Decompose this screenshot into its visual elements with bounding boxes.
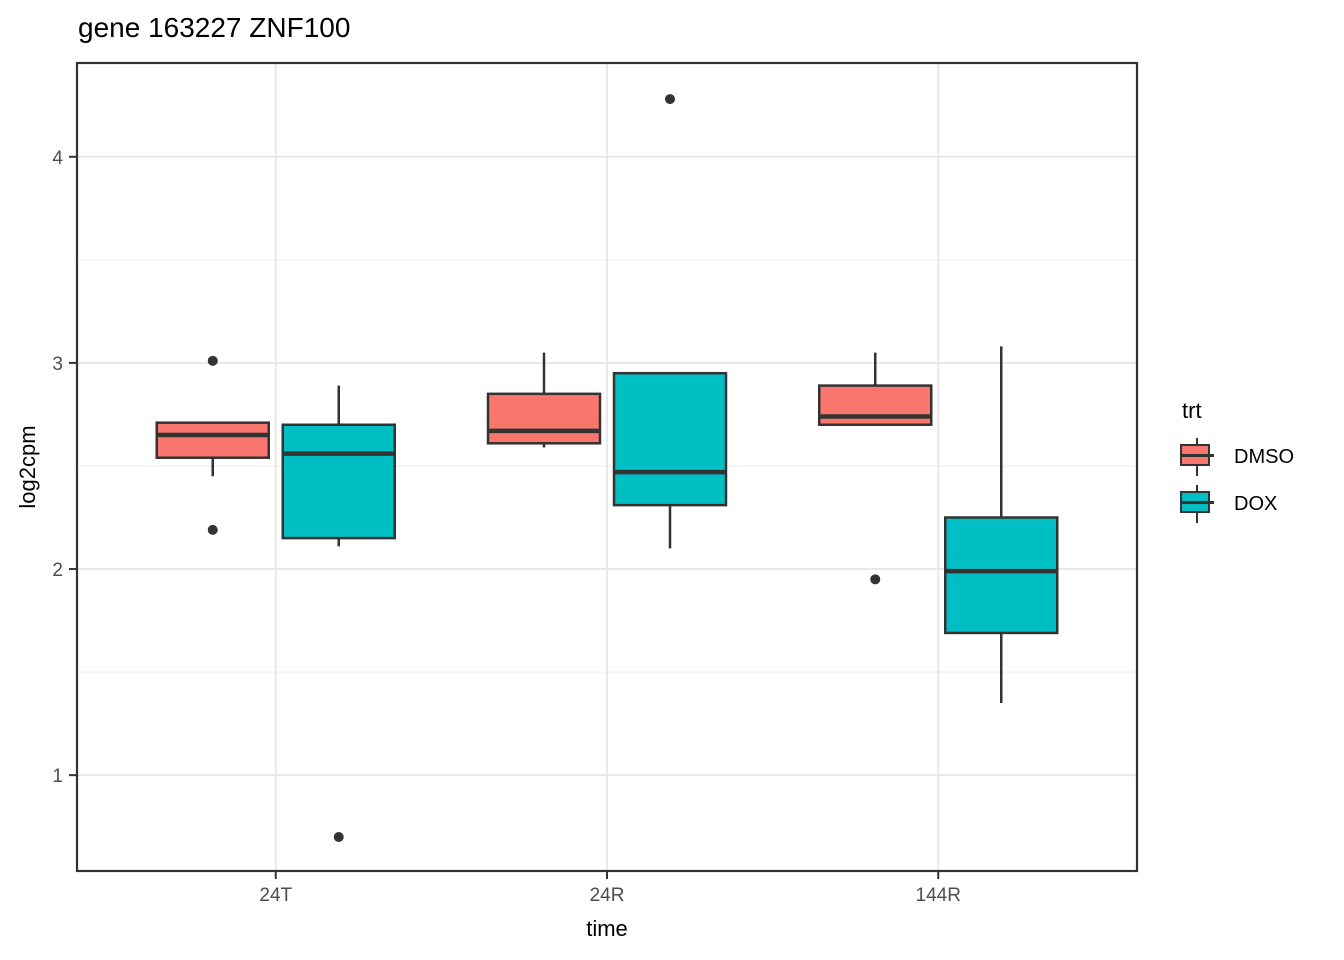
box-DOX-24T <box>281 423 396 540</box>
y-tick-label-2: 2 <box>52 560 63 581</box>
y-tick-label-1: 1 <box>52 766 63 787</box>
outlier-DOX-24R <box>665 94 675 105</box>
legend-label: DMSO <box>1234 445 1294 468</box>
outlier-DMSO-24T <box>207 355 218 366</box>
outlier-DMSO-144R <box>870 574 881 585</box>
x-tick-label-144R: 144R <box>916 885 961 906</box>
legend-entry-DMSO: DMSO <box>1178 438 1294 476</box>
box-DMSO-144R <box>818 384 933 426</box>
box-DMSO-24R <box>486 392 602 445</box>
legend-label: DOX <box>1234 492 1278 515</box>
x-tick-label-24R: 24R <box>590 885 625 906</box>
legend-title: trt <box>1182 398 1202 423</box>
box-DMSO-24T <box>155 421 270 459</box>
legend-key-boxplot-glyph <box>1178 485 1216 523</box>
x-axis-title: time <box>586 916 628 941</box>
outlier-DOX-24T <box>333 831 344 842</box>
y-tick-label-3: 3 <box>52 354 63 375</box>
box-DOX-24R <box>612 371 728 507</box>
y-axis-title: log2cpm <box>15 425 40 509</box>
outlier-DMSO-24T <box>207 524 218 535</box>
legend-entries: DMSO DOX <box>1178 438 1294 523</box>
x-tick-label-24T: 24T <box>259 885 292 906</box>
legend-key-boxplot-glyph <box>1178 438 1216 476</box>
plot-title: gene 163227 ZNF100 <box>78 12 351 43</box>
legend-entry-DOX: DOX <box>1178 485 1294 523</box>
y-tick-label-4: 4 <box>52 148 63 169</box>
box-DOX-144R <box>944 516 1059 635</box>
legend: trt DMSO DOX <box>1178 398 1294 532</box>
